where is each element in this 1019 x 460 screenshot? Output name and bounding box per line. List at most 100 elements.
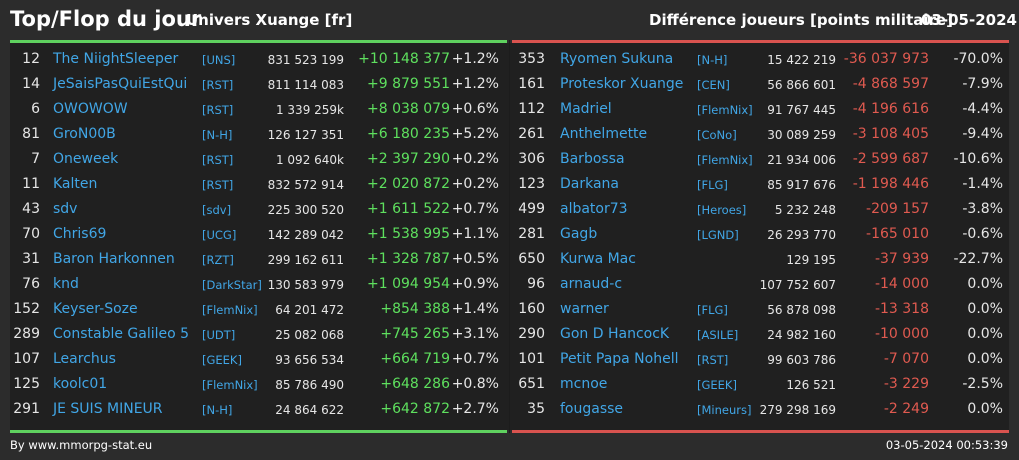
player-name-link[interactable]: Anthelmette	[560, 126, 648, 142]
player-points: 99 603 786	[767, 353, 836, 367]
percent-change: +0.5%	[451, 251, 499, 267]
player-name-link[interactable]: Madriel	[560, 101, 612, 117]
alliance-tag-link[interactable]: [Mineurs]	[697, 403, 752, 417]
top-divider-green	[10, 40, 507, 43]
alliance-tag-link[interactable]: [RST]	[202, 103, 234, 117]
player-name-link[interactable]: albator73	[560, 201, 628, 217]
player-name-link[interactable]: sdv	[53, 201, 78, 217]
player-rank: 35	[527, 401, 545, 417]
player-points: 279 298 169	[759, 403, 836, 417]
alliance-tag-link[interactable]: [FlemNix]	[697, 153, 753, 167]
player-name-link[interactable]: OWOWOW	[53, 101, 128, 117]
list-item: 107 Learchus [GEEK] 93 656 534 +664 719 +0.7%	[10, 348, 507, 373]
alliance-tag-link[interactable]: [CEN]	[697, 78, 730, 92]
player-rank: 125	[13, 376, 40, 392]
player-name-link[interactable]: fougasse	[560, 401, 624, 417]
alliance-tag-link[interactable]: [RZT]	[202, 253, 234, 267]
player-name-link[interactable]: knd	[53, 276, 79, 292]
player-name-link[interactable]: Kurwa Mac	[560, 251, 636, 267]
list-item: 651 mcnoe [GEEK] 126 521 -3 229 -2.5%	[512, 373, 1009, 398]
points-difference: -7 070	[883, 351, 929, 367]
percent-change: -2.5%	[962, 376, 1003, 392]
alliance-tag-link[interactable]: [UCG]	[202, 228, 237, 242]
player-name-link[interactable]: arnaud-c	[560, 276, 623, 292]
player-points: 24 864 622	[275, 403, 344, 417]
list-item: 161 Proteskor Xuange [CEN] 56 866 601 -4 868…	[512, 73, 1009, 98]
list-item: 101 Petit Papa Nohell [RST] 99 603 786 -7 07…	[512, 348, 1009, 373]
alliance-tag-link[interactable]: [FlemNix]	[697, 103, 753, 117]
list-item: 125 koolc01 [FlemNix] 85 786 490 +648 286 +0.…	[10, 373, 507, 398]
player-rank: 123	[518, 176, 545, 192]
player-points: 142 289 042	[267, 228, 344, 242]
player-name-link[interactable]: Learchus	[53, 351, 116, 367]
list-item: 261 Anthelmette [CoNo] 30 089 259 -3 108 405…	[512, 123, 1009, 148]
player-name-link[interactable]: mcnoe	[560, 376, 608, 392]
alliance-tag-link[interactable]: [GEEK]	[697, 378, 737, 392]
alliance-tag-link[interactable]: [RST]	[202, 178, 234, 192]
alliance-tag-link[interactable]: [RST]	[202, 153, 234, 167]
player-name-link[interactable]: warner	[560, 301, 609, 317]
percent-change: +3.1%	[451, 326, 499, 342]
page-title: Top/Flop du jour	[10, 7, 202, 31]
player-name-link[interactable]: Barbossa	[560, 151, 625, 167]
list-item: 14 JeSaisPasQuiEstQui [RST] 811 114 083 +9 8…	[10, 73, 507, 98]
alliance-tag-link[interactable]: [N-H]	[202, 128, 233, 142]
player-name-link[interactable]: Chris69	[53, 226, 107, 242]
alliance-tag-link[interactable]: [ASILE]	[697, 328, 739, 342]
player-rank: 81	[22, 126, 40, 142]
player-name-link[interactable]: Baron Harkonnen	[53, 251, 175, 267]
player-name-link[interactable]: JE SUIS MINEUR	[53, 401, 163, 417]
player-points: 30 089 259	[767, 128, 836, 142]
alliance-tag-link[interactable]: [DarkStar]	[202, 278, 262, 292]
alliance-tag-link[interactable]: [sdv]	[202, 203, 232, 217]
player-name-link[interactable]: Constable Galileo 5	[53, 326, 190, 342]
player-rank: 70	[22, 226, 40, 242]
percent-change: +2.7%	[451, 401, 499, 417]
points-difference: +745 265	[380, 326, 450, 342]
alliance-tag-link[interactable]: [FlemNix]	[202, 378, 258, 392]
alliance-tag-link[interactable]: [Heroes]	[697, 203, 747, 217]
alliance-tag-link[interactable]: [FlemNix]	[202, 303, 258, 317]
player-name-link[interactable]: Kalten	[53, 176, 98, 192]
alliance-tag-link[interactable]: [N-H]	[697, 53, 728, 67]
list-item: 12 The NiightSleeper [UNS] 831 523 199 +10 1…	[10, 48, 507, 73]
alliance-tag-link[interactable]: [LGND]	[697, 228, 739, 242]
points-difference: +664 719	[380, 351, 450, 367]
player-name-link[interactable]: Petit Papa Nohell	[560, 351, 679, 367]
percent-change: -1.4%	[962, 176, 1003, 192]
points-difference: -3 229	[883, 376, 929, 392]
player-points: 299 162 611	[267, 253, 344, 267]
percent-change: +1.2%	[451, 51, 499, 67]
alliance-tag-link[interactable]: [UNS]	[202, 53, 236, 67]
percent-change: +0.6%	[451, 101, 499, 117]
player-name-link[interactable]: Keyser-Soze	[53, 301, 138, 317]
alliance-tag-link[interactable]: [UDT]	[202, 328, 236, 342]
percent-change: +0.7%	[451, 351, 499, 367]
alliance-tag-link[interactable]: [GEEK]	[202, 353, 242, 367]
alliance-tag-link[interactable]: [CoNo]	[697, 128, 737, 142]
alliance-tag-link[interactable]: [N-H]	[202, 403, 233, 417]
alliance-tag-link[interactable]: [RST]	[697, 353, 729, 367]
player-name-link[interactable]: The NiightSleeper	[53, 51, 179, 67]
footer-source: By www.mmorpg-stat.eu	[10, 438, 153, 452]
list-item: 123 Darkana [FLG] 85 917 676 -1 198 446 -1.4%	[512, 173, 1009, 198]
alliance-tag-link[interactable]: [FLG]	[697, 178, 728, 192]
points-difference: -4 196 616	[852, 101, 929, 117]
list-item: 499 albator73 [Heroes] 5 232 248 -209 157 -3.…	[512, 198, 1009, 223]
player-name-link[interactable]: GroN00B	[53, 126, 116, 142]
player-name-link[interactable]: Gagb	[560, 226, 598, 242]
player-rank: 112	[518, 101, 545, 117]
player-rank: 281	[518, 226, 545, 242]
player-name-link[interactable]: Proteskor Xuange	[560, 76, 684, 92]
player-name-link[interactable]: Darkana	[560, 176, 620, 192]
player-name-link[interactable]: JeSaisPasQuiEstQui	[53, 76, 188, 92]
player-points: 831 523 199	[267, 53, 344, 67]
player-name-link[interactable]: koolc01	[53, 376, 108, 392]
player-name-link[interactable]: Oneweek	[53, 151, 119, 167]
player-name-link[interactable]: Gon D HancocK	[560, 326, 670, 342]
alliance-tag-link[interactable]: [RST]	[202, 78, 234, 92]
alliance-tag-link[interactable]: [FLG]	[697, 303, 728, 317]
points-difference: +8 038 079	[367, 101, 450, 117]
player-name-link[interactable]: Ryomen Sukuna	[560, 51, 674, 67]
percent-change: +0.9%	[451, 276, 499, 292]
